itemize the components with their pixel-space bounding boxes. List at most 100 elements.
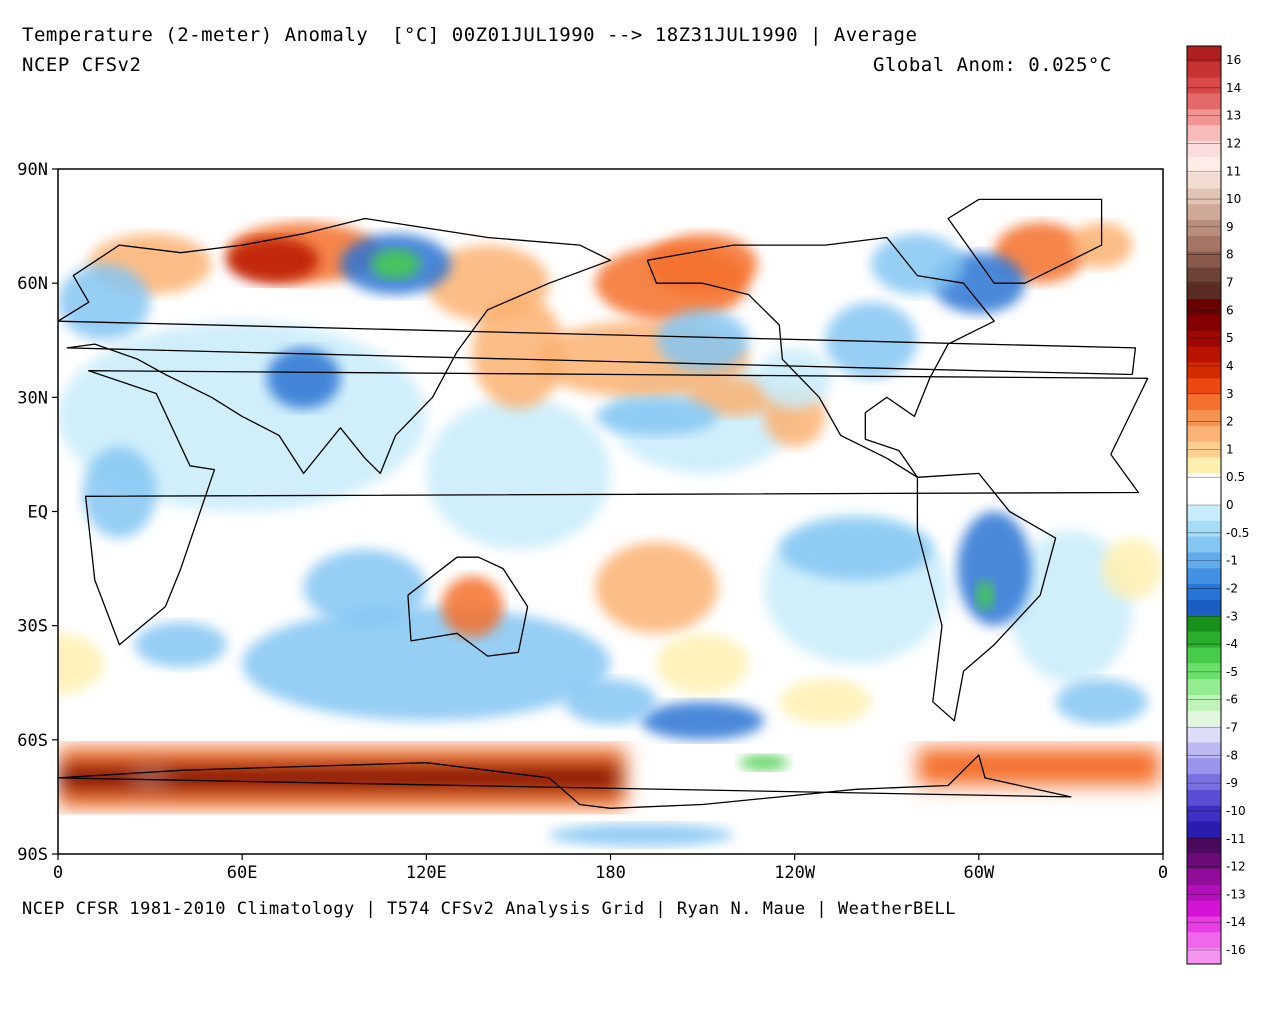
- lon-tick-label: 120E: [406, 863, 447, 883]
- colorbar-label: -3: [1226, 609, 1238, 623]
- colorbar-swatch: [1187, 204, 1221, 221]
- anomaly-blob: [564, 678, 657, 725]
- colorbar-swatch: [1187, 505, 1221, 522]
- colorbar-swatch: [1187, 726, 1221, 743]
- colorbar-label: 11: [1226, 164, 1241, 178]
- colorbar-swatch: [1187, 932, 1221, 949]
- colorbar-swatch: [1187, 742, 1221, 759]
- colorbar-swatch: [1187, 394, 1221, 411]
- colorbar-label: -2: [1226, 581, 1238, 595]
- colorbar-label: -13: [1226, 887, 1246, 901]
- colorbar-swatch: [1187, 758, 1221, 775]
- colorbar-swatch: [1187, 647, 1221, 664]
- colorbar-swatch: [1187, 441, 1221, 459]
- coastline: [916, 472, 1057, 722]
- colorbar-label: -0.5: [1226, 526, 1249, 540]
- colorbar-swatch: [1187, 774, 1221, 791]
- colorbar-swatch: [1187, 299, 1221, 316]
- colorbar-swatch: [1187, 330, 1221, 348]
- anomaly-blob: [549, 823, 734, 847]
- colorbar-label: 7: [1226, 276, 1234, 290]
- colorbar-label: 12: [1226, 136, 1241, 150]
- colorbar-label: 4: [1226, 359, 1234, 373]
- colorbar-label: 8: [1226, 248, 1234, 262]
- colorbar-swatch: [1187, 93, 1221, 110]
- colorbar-swatch: [1187, 172, 1221, 189]
- colorbar-swatch: [1187, 663, 1221, 680]
- colorbar-swatch: [1187, 520, 1221, 538]
- lat-tick-label: 60N: [17, 274, 48, 294]
- lon-tick-label: 60W: [963, 863, 994, 883]
- anomaly-blob: [472, 294, 565, 409]
- band-grey: [130, 771, 171, 784]
- longitude-axis: 0 60E 120E 180 120W 60W 0: [53, 854, 1168, 883]
- colorbar-swatch: [1187, 948, 1221, 965]
- anomaly-field: [58, 222, 1163, 847]
- anomaly-blob: [134, 621, 227, 668]
- anomaly-blob: [58, 264, 151, 341]
- colorbar-label: -8: [1226, 748, 1238, 762]
- colorbar-swatch: [1187, 615, 1221, 633]
- anomaly-blob: [226, 237, 319, 284]
- anomaly-blob: [1055, 678, 1148, 725]
- colorbar-label: -10: [1226, 804, 1246, 818]
- anomaly-blob: [1101, 538, 1163, 600]
- colorbar-swatch: [1187, 235, 1221, 253]
- colorbar-swatch: [1187, 631, 1221, 648]
- global-anomaly: Global Anom: 0.025°C: [873, 54, 1112, 76]
- colorbar-swatch: [1187, 77, 1221, 94]
- anomaly-blob: [82, 446, 157, 539]
- anomaly-blob: [871, 233, 964, 295]
- colorbar-swatch: [1187, 821, 1221, 838]
- anomaly-blob: [957, 511, 1032, 626]
- coastline: [84, 370, 1149, 646]
- colorbar-label: 6: [1226, 303, 1234, 317]
- colorbar-swatch: [1187, 599, 1221, 617]
- coastline: [407, 556, 529, 657]
- anomaly-blob: [687, 378, 780, 417]
- colorbar-swatch: [1187, 46, 1221, 63]
- colorbar-label: 9: [1226, 220, 1234, 234]
- colorbar-label: 16: [1226, 53, 1241, 67]
- colorbar-swatch: [1187, 410, 1221, 427]
- colorbar-swatch: [1187, 315, 1221, 332]
- model-name: NCEP CFSv2: [22, 54, 142, 76]
- colorbar-swatch: [1187, 251, 1221, 269]
- colorbar-label: 10: [1226, 192, 1241, 206]
- coastline: [58, 217, 1137, 475]
- coastline: [58, 754, 1072, 809]
- colorbar-label: 2: [1226, 415, 1234, 429]
- colorbar-swatch: [1187, 378, 1221, 395]
- colorbar-swatch: [1187, 188, 1221, 205]
- anomaly-blob: [739, 755, 789, 771]
- colorbar-label: -1: [1226, 554, 1238, 568]
- colorbar-swatch: [1187, 267, 1221, 284]
- colorbar-swatch: [1187, 61, 1221, 79]
- latitude-axis: 90N 60N 30N EQ 30S 60S 90S: [17, 160, 58, 865]
- anomaly-blob: [1009, 530, 1133, 683]
- footer-credits: NCEP CFSR 1981-2010 Climatology | T574 C…: [22, 899, 956, 919]
- colorbar-label: 13: [1226, 109, 1241, 123]
- anomaly-blob: [779, 519, 933, 580]
- coastline: [947, 198, 1103, 284]
- anomaly-blob: [641, 701, 764, 740]
- map-area: [58, 169, 1163, 854]
- colorbar-swatch: [1187, 140, 1221, 158]
- colorbar-label: -6: [1226, 693, 1238, 707]
- colorbar-swatch: [1187, 900, 1221, 918]
- lat-tick-label: 60S: [17, 731, 48, 751]
- lat-tick-label: 90N: [17, 160, 48, 180]
- colorbar-swatch: [1187, 473, 1221, 490]
- colorbar-swatch: [1187, 425, 1221, 443]
- colorbar-label: -5: [1226, 665, 1238, 679]
- anomaly-blob: [426, 397, 611, 550]
- anomaly-blob: [441, 576, 504, 638]
- colorbar-swatch: [1187, 805, 1221, 823]
- colorbar-label: -9: [1226, 776, 1238, 790]
- colorbar: 16 14 13 12 11 10 9 8 7 6 5 4 3 2 1 0.5 0 -0.5 -1 -2 -3 -4 -5 -…: [1186, 45, 1249, 965]
- colorbar-swatch: [1187, 156, 1221, 174]
- colorbar-swatch: [1187, 109, 1221, 126]
- anomaly-blob: [266, 347, 341, 409]
- colorbar-swatch: [1187, 869, 1221, 886]
